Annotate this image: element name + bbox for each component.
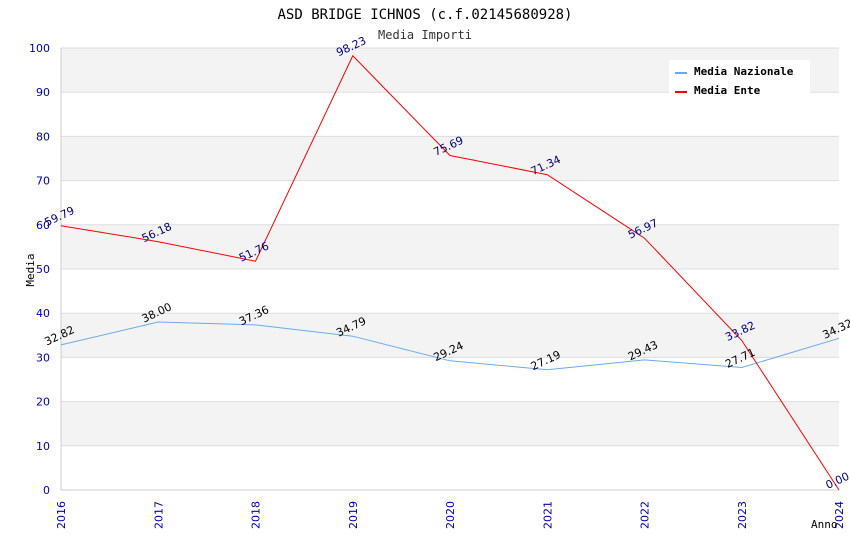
legend-box bbox=[669, 60, 810, 98]
x-tick-label: 2024 bbox=[833, 501, 846, 529]
series-lines bbox=[60, 54, 840, 491]
x-tick-label: 2019 bbox=[347, 501, 360, 529]
x-tick-label: 2018 bbox=[250, 501, 263, 529]
legend: Media Nazionale Media Ente bbox=[669, 60, 810, 98]
legend-label-media-ente: Media Ente bbox=[694, 84, 761, 97]
y-tick-label: 50 bbox=[36, 263, 50, 276]
y-tick-label: 10 bbox=[36, 440, 50, 453]
y-axis-label: Media bbox=[24, 253, 37, 286]
y-axis-ticks: 0 10 20 30 40 50 60 70 80 90 100 bbox=[29, 42, 50, 497]
x-tick-label: 2020 bbox=[444, 501, 457, 529]
plot-band bbox=[61, 313, 839, 358]
plot-band bbox=[61, 136, 839, 181]
y-tick-label: 0 bbox=[43, 484, 50, 497]
y-tick-label: 70 bbox=[36, 175, 50, 188]
x-tick-label: 2023 bbox=[736, 501, 749, 529]
plot-band bbox=[61, 269, 839, 314]
y-tick-label: 90 bbox=[36, 86, 50, 99]
y-tick-label: 80 bbox=[36, 130, 50, 143]
plot-band bbox=[61, 92, 839, 137]
plot-band bbox=[61, 445, 839, 490]
series-line-media-ente bbox=[60, 54, 840, 491]
chart-subtitle: Media Importi bbox=[378, 28, 472, 42]
y-tick-label: 30 bbox=[36, 351, 50, 364]
y-tick-label: 100 bbox=[29, 42, 50, 55]
plot-band bbox=[61, 357, 839, 402]
x-axis-label: Anno bbox=[811, 518, 838, 531]
legend-label-media-nazionale: Media Nazionale bbox=[694, 65, 794, 78]
y-tick-label: 60 bbox=[36, 219, 50, 232]
plot-band bbox=[61, 401, 839, 446]
plot-background-bands bbox=[61, 48, 839, 490]
plot-band bbox=[61, 180, 839, 225]
x-tick-label: 2017 bbox=[152, 501, 165, 529]
y-tick-label: 20 bbox=[36, 396, 50, 409]
plot-band bbox=[61, 224, 839, 269]
chart-title: ASD BRIDGE ICHNOS (c.f.02145680928) bbox=[277, 7, 572, 23]
x-tick-label: 2016 bbox=[55, 501, 68, 529]
x-axis-ticks: 2016 2017 2018 2019 2020 2021 2022 2023 2024 bbox=[55, 501, 846, 529]
series-line-media-nazionale bbox=[60, 321, 840, 371]
y-tick-label: 40 bbox=[36, 307, 50, 320]
x-tick-label: 2021 bbox=[541, 501, 554, 529]
x-tick-label: 2022 bbox=[639, 501, 652, 529]
